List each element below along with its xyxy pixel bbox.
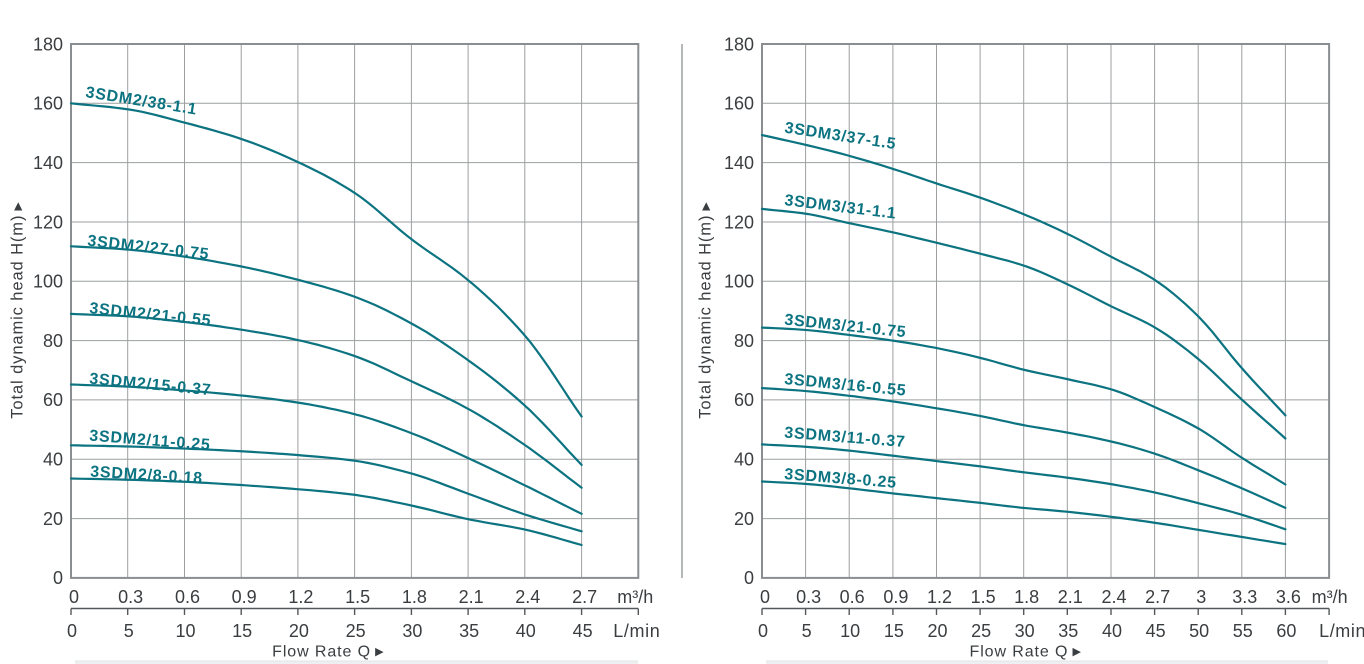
svg-text:0: 0	[760, 587, 770, 607]
svg-text:160: 160	[724, 94, 754, 114]
svg-text:0.6: 0.6	[175, 587, 200, 607]
svg-text:3.6: 3.6	[1276, 587, 1301, 607]
svg-text:35: 35	[1058, 621, 1078, 641]
svg-text:45: 45	[1146, 621, 1166, 641]
svg-text:Flow Rate Q ▶: Flow Rate Q ▶	[970, 644, 1082, 661]
svg-text:100: 100	[33, 272, 63, 292]
svg-text:1.8: 1.8	[402, 587, 427, 607]
svg-text:40: 40	[516, 621, 536, 641]
svg-text:40: 40	[734, 450, 754, 470]
svg-text:0.6: 0.6	[840, 587, 865, 607]
svg-text:0.9: 0.9	[883, 587, 908, 607]
svg-text:m³/h: m³/h	[617, 587, 653, 607]
svg-text:5: 5	[802, 621, 812, 641]
svg-text:1.5: 1.5	[971, 587, 996, 607]
svg-text:3.3: 3.3	[1232, 587, 1257, 607]
svg-text:2.4: 2.4	[1101, 587, 1126, 607]
svg-text:0: 0	[69, 587, 79, 607]
svg-text:40: 40	[43, 450, 63, 470]
svg-text:1.2: 1.2	[927, 587, 952, 607]
svg-text:L/min: L/min	[613, 621, 660, 641]
svg-text:10: 10	[840, 621, 860, 641]
svg-text:0: 0	[53, 568, 63, 588]
svg-text:55: 55	[1233, 621, 1253, 641]
svg-text:10: 10	[175, 621, 195, 641]
svg-text:1.2: 1.2	[288, 587, 313, 607]
svg-text:30: 30	[1015, 621, 1035, 641]
svg-text:m³/h: m³/h	[1312, 587, 1348, 607]
svg-text:Total dynamic head H(m) ▸: Total dynamic head H(m) ▸	[697, 201, 715, 419]
svg-text:2.4: 2.4	[515, 587, 540, 607]
svg-text:25: 25	[346, 621, 366, 641]
svg-text:45: 45	[573, 621, 593, 641]
svg-text:0: 0	[744, 568, 754, 588]
svg-text:160: 160	[33, 94, 63, 114]
svg-text:20: 20	[43, 509, 63, 529]
svg-text:140: 140	[724, 153, 754, 173]
svg-text:25: 25	[971, 621, 991, 641]
svg-text:15: 15	[232, 621, 252, 641]
svg-text:40: 40	[1102, 621, 1122, 641]
svg-text:5: 5	[124, 621, 134, 641]
svg-text:60: 60	[43, 390, 63, 410]
svg-text:80: 80	[734, 331, 754, 351]
svg-text:0.3: 0.3	[796, 587, 821, 607]
svg-text:Flow Rate Q ▶: Flow Rate Q ▶	[272, 644, 384, 661]
svg-text:20: 20	[289, 621, 309, 641]
svg-text:2.1: 2.1	[459, 587, 484, 607]
svg-text:3: 3	[1196, 587, 1206, 607]
svg-text:2.1: 2.1	[1058, 587, 1083, 607]
svg-text:180: 180	[724, 34, 754, 54]
svg-text:1.5: 1.5	[345, 587, 370, 607]
svg-text:60: 60	[1276, 621, 1296, 641]
svg-text:Total dynamic head H(m) ▸: Total dynamic head H(m) ▸	[9, 201, 27, 419]
svg-text:15: 15	[884, 621, 904, 641]
svg-text:3SDM2/8-0.18: 3SDM2/8-0.18	[90, 464, 204, 488]
svg-text:180: 180	[33, 34, 63, 54]
svg-text:1.8: 1.8	[1014, 587, 1039, 607]
svg-text:50: 50	[1189, 621, 1209, 641]
svg-text:0: 0	[758, 621, 768, 641]
svg-text:0.3: 0.3	[118, 587, 143, 607]
svg-text:2.7: 2.7	[572, 587, 597, 607]
svg-text:20: 20	[927, 621, 947, 641]
svg-text:120: 120	[724, 212, 754, 232]
svg-text:100: 100	[724, 272, 754, 292]
svg-text:2.7: 2.7	[1145, 587, 1170, 607]
svg-text:20: 20	[734, 509, 754, 529]
svg-text:35: 35	[459, 621, 479, 641]
svg-text:120: 120	[33, 212, 63, 232]
svg-text:L/min: L/min	[1319, 621, 1364, 641]
svg-text:0: 0	[67, 621, 77, 641]
svg-text:60: 60	[734, 390, 754, 410]
svg-text:80: 80	[43, 331, 63, 351]
svg-text:140: 140	[33, 153, 63, 173]
svg-text:30: 30	[402, 621, 422, 641]
svg-text:0.9: 0.9	[232, 587, 257, 607]
